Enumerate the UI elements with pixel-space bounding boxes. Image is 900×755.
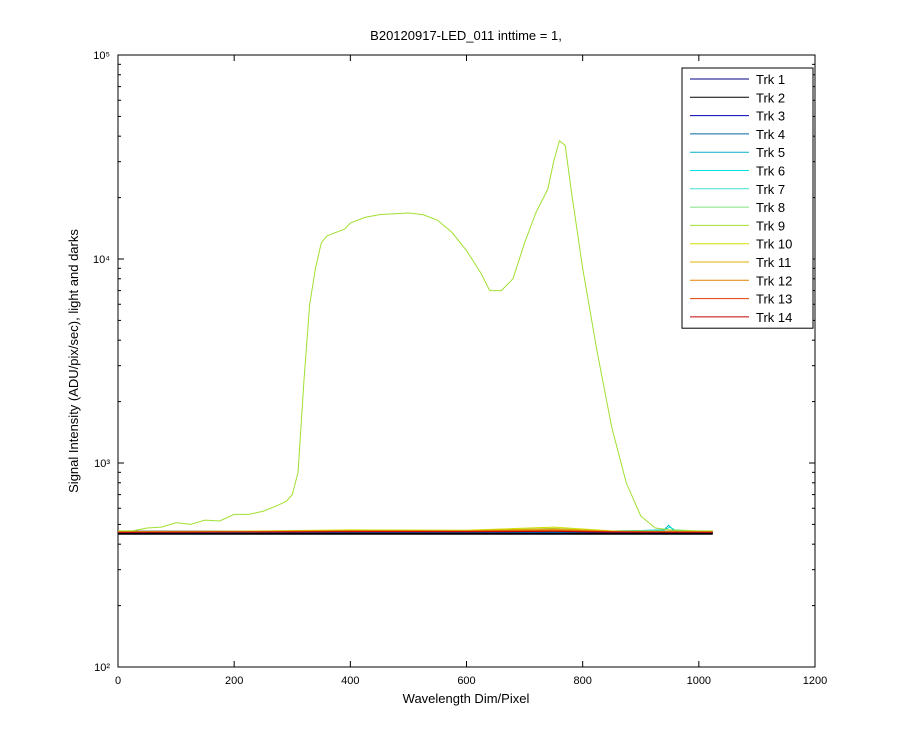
legend-label: Trk 14 [756, 310, 792, 325]
legend-label: Trk 3 [756, 109, 785, 124]
x-tick-label: 1200 [803, 675, 827, 687]
x-tick-label: 1000 [687, 675, 711, 687]
y-tick-label: 10³ [94, 458, 110, 470]
x-tick-label: 600 [457, 675, 475, 687]
y-tick-label: 10² [94, 662, 110, 674]
legend-label: Trk 12 [756, 273, 792, 288]
chart-title: B20120917-LED_011 inttime = 1, [370, 28, 562, 43]
legend-label: Trk 8 [756, 200, 785, 215]
y-axis-label: Signal Intensity (ADU/pix/sec), light an… [66, 229, 81, 493]
legend-label: Trk 9 [756, 218, 785, 233]
legend-label: Trk 4 [756, 127, 785, 142]
x-tick-label: 200 [225, 675, 243, 687]
legend-label: Trk 2 [756, 90, 785, 105]
legend-label: Trk 10 [756, 237, 792, 252]
legend-label: Trk 13 [756, 292, 792, 307]
legend-box [682, 68, 813, 328]
legend-label: Trk 7 [756, 182, 785, 197]
y-tick-label: 10⁵ [93, 50, 110, 62]
x-axis-label: Wavelength Dim/Pixel [403, 691, 530, 706]
legend-label: Trk 6 [756, 164, 785, 179]
legend-label: Trk 1 [756, 72, 785, 87]
x-tick-label: 800 [573, 675, 591, 687]
x-tick-label: 400 [341, 675, 359, 687]
y-tick-label: 10⁴ [93, 254, 110, 266]
legend-label: Trk 5 [756, 145, 785, 160]
x-tick-label: 0 [115, 675, 121, 687]
legend-label: Trk 11 [756, 255, 791, 270]
